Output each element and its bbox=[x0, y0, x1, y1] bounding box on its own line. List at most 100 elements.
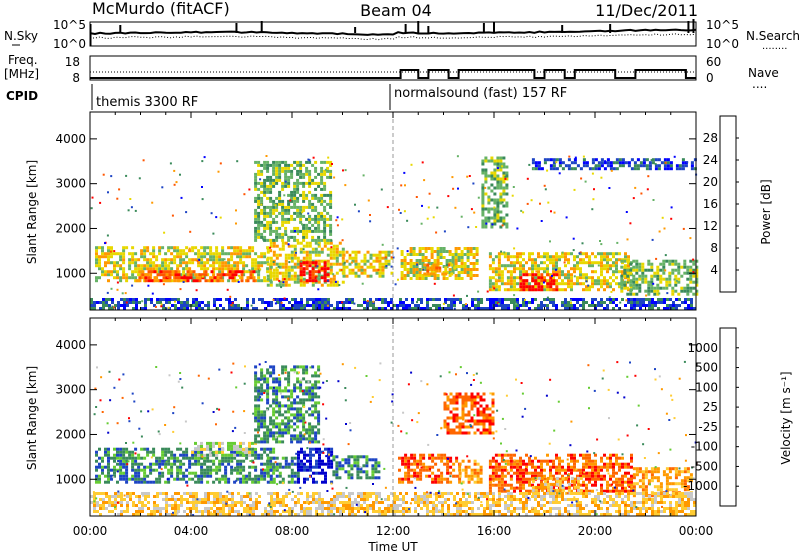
power-cell bbox=[531, 264, 534, 268]
power-cell bbox=[206, 252, 210, 256]
velocity-cell bbox=[404, 474, 408, 478]
power-cell bbox=[436, 277, 440, 280]
velocity-cell bbox=[275, 462, 279, 466]
power-cell bbox=[296, 184, 300, 188]
power-cell bbox=[466, 250, 470, 253]
velocity-cell bbox=[206, 465, 210, 469]
power-cell bbox=[269, 256, 273, 260]
velocity-cell bbox=[248, 441, 251, 445]
power-cell bbox=[191, 258, 195, 262]
power-cell bbox=[509, 288, 513, 292]
power-cell bbox=[324, 298, 327, 301]
velocity-cell bbox=[146, 474, 150, 478]
power-cell bbox=[481, 213, 485, 217]
power-cell bbox=[454, 256, 458, 259]
power-cell bbox=[519, 261, 522, 265]
power-point bbox=[422, 268, 425, 271]
velocity-cell bbox=[525, 468, 528, 472]
velocity-cell bbox=[644, 476, 648, 480]
power-cell bbox=[626, 274, 630, 278]
power-cell bbox=[320, 276, 324, 280]
velocity-cell bbox=[290, 480, 294, 484]
velocity-cell bbox=[612, 453, 615, 457]
power-cell bbox=[284, 277, 288, 281]
power-cell bbox=[149, 252, 153, 256]
power-cell bbox=[552, 282, 556, 286]
power-point bbox=[454, 206, 457, 209]
power-cell bbox=[233, 252, 237, 256]
power-cell bbox=[186, 298, 189, 301]
power-cell bbox=[297, 307, 300, 310]
velocity-cell bbox=[209, 471, 213, 475]
power-cell bbox=[176, 252, 180, 256]
velocity-cell bbox=[413, 471, 417, 475]
power-cell bbox=[195, 279, 199, 283]
power-cell bbox=[173, 249, 177, 253]
power-cell bbox=[638, 262, 642, 266]
power-cell bbox=[281, 160, 285, 164]
velocity-cell bbox=[197, 480, 201, 484]
power-cell bbox=[318, 298, 321, 301]
velocity-cell bbox=[260, 462, 264, 466]
power-point bbox=[501, 165, 504, 168]
power-cell bbox=[186, 304, 189, 307]
velocity-cell bbox=[242, 441, 245, 445]
power-cell bbox=[552, 158, 556, 162]
power-cell bbox=[424, 256, 428, 259]
velocity-cell bbox=[680, 470, 684, 474]
power-cell bbox=[632, 268, 636, 272]
velocity-cell bbox=[371, 464, 375, 468]
power-cell bbox=[320, 259, 324, 263]
power-cell bbox=[421, 253, 425, 256]
velocity-cell bbox=[347, 458, 351, 462]
power-cell bbox=[153, 279, 157, 283]
power-point bbox=[663, 227, 666, 230]
power-cell bbox=[493, 213, 497, 217]
power-cell bbox=[496, 207, 500, 211]
power-cell bbox=[158, 252, 162, 256]
velocity-cell bbox=[600, 468, 603, 472]
power-cell bbox=[475, 274, 479, 277]
velocity-cell bbox=[621, 477, 624, 481]
power-cell bbox=[490, 198, 494, 202]
power-cell bbox=[123, 307, 126, 310]
power-point bbox=[307, 158, 310, 161]
velocity-cell bbox=[558, 477, 561, 481]
power-cell bbox=[281, 238, 285, 242]
velocity-cell bbox=[522, 480, 525, 484]
power-cell bbox=[534, 167, 538, 171]
power-cell bbox=[174, 276, 178, 280]
velocity-cell bbox=[93, 504, 96, 507]
power-cell bbox=[281, 235, 285, 239]
power-cell bbox=[561, 252, 564, 256]
power-point bbox=[106, 291, 109, 294]
power-cell bbox=[161, 267, 165, 271]
velocity-cell bbox=[104, 474, 107, 478]
velocity-cell bbox=[516, 480, 519, 484]
power-cell bbox=[570, 161, 574, 165]
power-cell bbox=[534, 267, 537, 271]
power-cell bbox=[644, 268, 648, 272]
power-cell bbox=[248, 246, 252, 250]
power-cell bbox=[275, 175, 279, 179]
power-point bbox=[524, 298, 526, 301]
power-cell bbox=[417, 304, 420, 307]
power-cell bbox=[207, 304, 210, 307]
velocity-cell bbox=[185, 450, 189, 454]
power-point bbox=[300, 260, 303, 263]
power-cell bbox=[493, 201, 497, 205]
power-cell bbox=[320, 238, 324, 242]
power-cell bbox=[648, 304, 651, 307]
power-cell bbox=[282, 307, 285, 310]
velocity-cell bbox=[221, 450, 224, 454]
power-cell bbox=[606, 304, 609, 307]
power-cell bbox=[311, 279, 315, 283]
velocity-cell bbox=[350, 467, 354, 471]
velocity-cell bbox=[588, 477, 591, 481]
power-cell bbox=[293, 277, 297, 281]
velocity-cell bbox=[689, 479, 693, 483]
velocity-cell bbox=[549, 485, 553, 489]
power-cell bbox=[206, 261, 210, 265]
velocity-cell bbox=[407, 459, 411, 463]
power-cell bbox=[499, 186, 503, 190]
